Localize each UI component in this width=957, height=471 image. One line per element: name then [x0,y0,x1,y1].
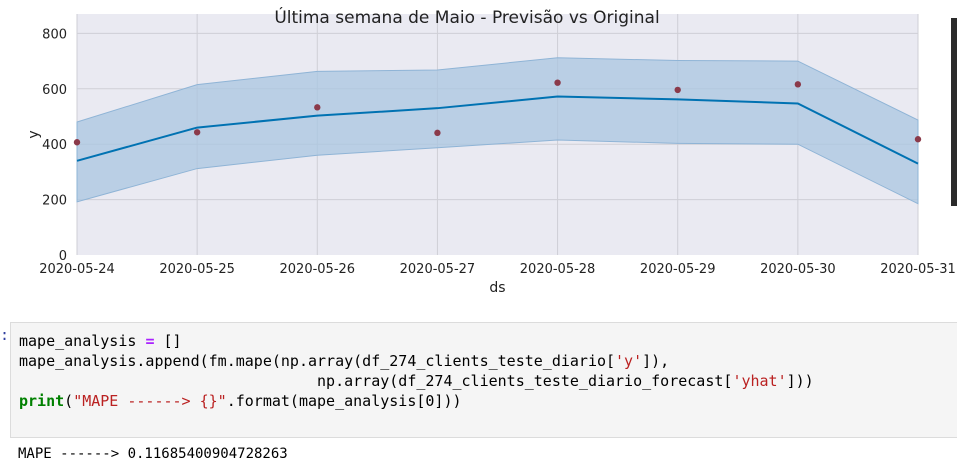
code-token: ]), [642,352,670,370]
actual-point-0 [73,139,81,146]
forecast-line [76,95,919,165]
code-token: print [19,392,65,410]
chart-title: Última semana de Maio - Previsão vs Orig… [274,6,659,28]
y-tick-label-3: 600 [42,83,67,98]
x-axis-label: ds [489,280,505,296]
code-token: ( [64,392,74,410]
actual-point-5 [674,86,681,94]
actual-point-3 [434,129,441,137]
chart-svg: 0 200 400 600 800 2020-05-24 2020-05-25 2020-05… [26,6,956,296]
x-tick-label-4: 2020-05-28 [520,262,596,277]
y-tick-label-2: 400 [42,138,67,153]
actual-point-4 [554,79,561,86]
x-tick-label-0: 2020-05-24 [39,262,115,277]
cell-prompt: : [0,326,10,344]
x-tick-label-1: 2020-05-25 [159,262,235,277]
y-tick-label-4: 800 [42,27,67,42]
cell-output: MAPE ------> 0.11685400904728263 [18,446,288,462]
uncertainty-band [76,57,919,205]
y-tick-label-0: 0 [59,249,67,264]
code-line-3: print("MAPE ------> {}".format(mape_anal… [19,391,462,411]
right-edge-panel [951,18,957,206]
code-line-1: mape_analysis.append(fm.mape(np.array(df… [19,351,669,371]
y-axis-label: y [26,130,42,138]
actual-point-1 [193,129,201,136]
x-tick-label-6: 2020-05-30 [760,262,836,277]
code-line-2: np.array(df_274_clients_teste_diario_for… [19,371,814,391]
code-token: = [145,332,155,350]
x-tick-label-5: 2020-05-29 [640,262,716,277]
code-token: ])) [786,372,814,390]
x-tick-label-2: 2020-05-26 [280,262,356,277]
code-token: np.array(df_274_clients_teste_diario_for… [19,372,733,390]
code-token: mape_analysis.append(fm.mape(np.array(df… [19,352,616,370]
x-tick-label-3: 2020-05-27 [400,262,476,277]
actual-point-6 [794,81,802,88]
code-token: .format(mape_analysis[0])) [226,392,462,410]
code-line-0: mape_analysis = [] [19,331,182,351]
code-cell[interactable]: mape_analysis = [] mape_analysis.append(f… [10,322,957,438]
code-token: "MAPE ------> {}" [73,392,227,410]
forecast-chart: 0 200 400 600 800 2020-05-24 2020-05-25 2020-05… [26,6,956,296]
code-token: 'yhat' [732,372,787,390]
actual-point-7 [914,136,922,143]
actual-point-2 [314,104,321,111]
y-tick-label-1: 200 [42,194,67,209]
code-token: mape_analysis [19,332,146,350]
code-token: 'y' [615,352,643,370]
code-token: [] [154,332,182,350]
x-tick-label-7: 2020-05-31 [880,262,956,277]
